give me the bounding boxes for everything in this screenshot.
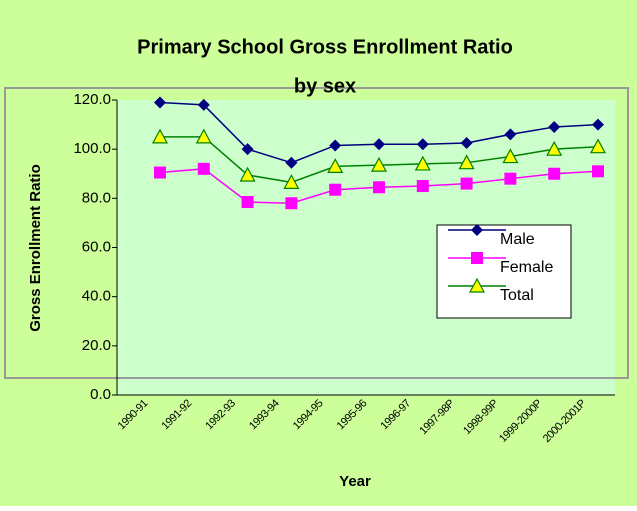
point [416, 180, 429, 193]
point [285, 156, 298, 169]
y-tick-label: 60.0 [82, 238, 111, 255]
point [414, 155, 431, 171]
point [592, 118, 604, 131]
y-tick-label: 0.0 [90, 386, 111, 403]
point [151, 128, 169, 144]
point [504, 128, 517, 141]
legend-marker [468, 277, 486, 293]
y-tick-label: 20.0 [82, 337, 111, 354]
point [329, 183, 342, 196]
legend-marker [471, 224, 483, 236]
point [592, 165, 604, 178]
chart-title: Primary School Gross Enrollment Ratio [137, 36, 513, 58]
legend-label: Male [500, 231, 535, 248]
point [370, 156, 388, 172]
point [241, 143, 254, 156]
legend-label: Female [500, 259, 553, 276]
point [329, 139, 342, 152]
point [197, 98, 210, 111]
frame [4, 87, 629, 379]
point [460, 177, 473, 190]
point [154, 166, 166, 179]
y-tick-label: 40.0 [82, 288, 111, 305]
legend [436, 224, 572, 319]
y-tick-label: 100.0 [73, 140, 111, 157]
point [283, 174, 300, 189]
point [195, 128, 212, 144]
point [504, 172, 517, 185]
point [546, 140, 563, 156]
point [458, 154, 475, 170]
x-axis-label: Year [339, 473, 371, 490]
point [373, 181, 385, 194]
point [327, 158, 344, 173]
y-tick-label: 80.0 [82, 189, 111, 206]
point [241, 196, 254, 209]
y-tick-label: 120.0 [73, 91, 111, 108]
point [154, 96, 166, 109]
y-axis-label: Gross Enrollment Ratio [27, 164, 44, 332]
point [239, 166, 256, 182]
point [460, 137, 473, 150]
point [589, 138, 607, 154]
point [285, 197, 298, 210]
point [548, 167, 561, 180]
legend-marker [471, 252, 483, 264]
chart-title: by sex [294, 75, 356, 97]
legend-label: Total [500, 287, 534, 304]
point [502, 148, 519, 164]
point [373, 138, 385, 151]
point [548, 121, 561, 134]
point [197, 162, 210, 175]
point [416, 138, 429, 151]
